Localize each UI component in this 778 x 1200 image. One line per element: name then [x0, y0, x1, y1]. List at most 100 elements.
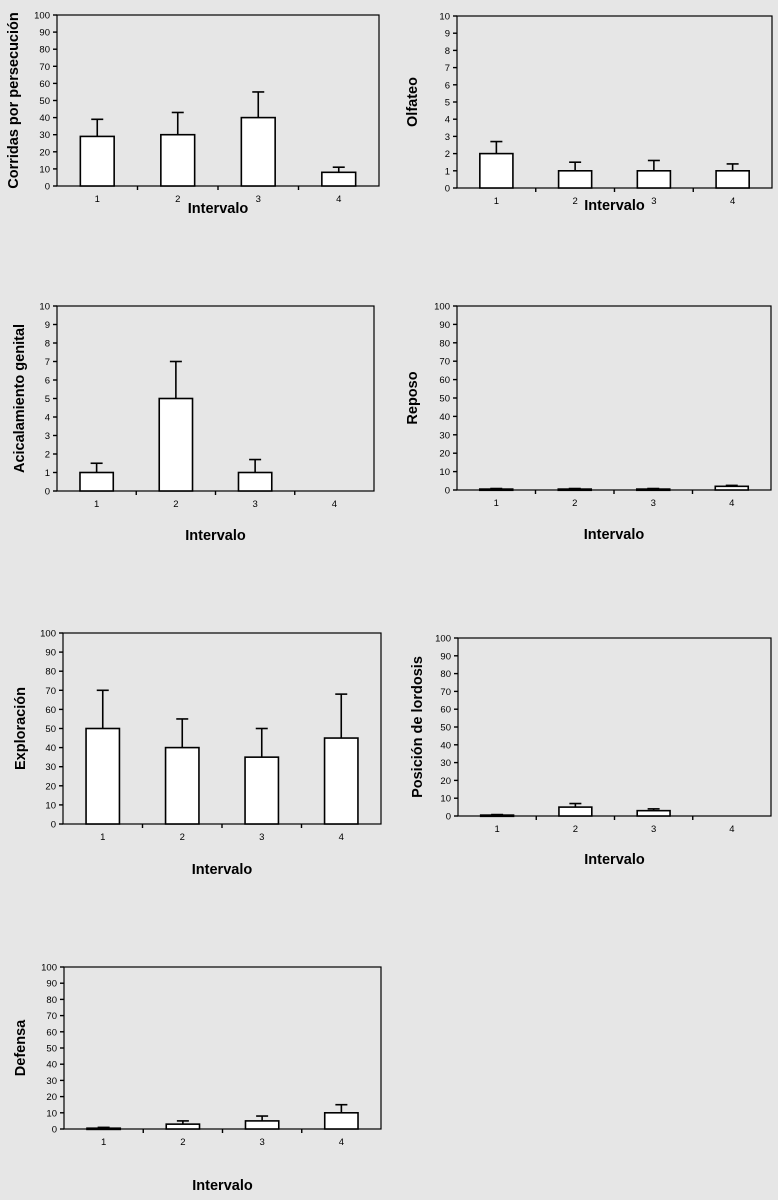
x-tick-label: 1: [100, 832, 105, 843]
bar: [321, 171, 357, 187]
y-tick-label: 70: [45, 686, 56, 697]
y-axis-title: Defensa: [13, 1019, 29, 1076]
bar: [323, 737, 359, 825]
y-tick-label: 30: [45, 762, 56, 773]
y-tick-label: 8: [45, 339, 50, 350]
bar: [86, 1127, 122, 1131]
y-tick-label: 50: [46, 1044, 57, 1055]
y-tick-label: 100: [435, 634, 451, 645]
y-tick-label: 60: [45, 705, 56, 716]
bar: [558, 806, 593, 817]
x-tick-label: 2: [180, 832, 185, 843]
bar: [79, 471, 115, 492]
y-tick-label: 3: [445, 132, 450, 143]
x-tick-label: 2: [573, 824, 578, 835]
x-axis-title: Intervalo: [188, 201, 249, 217]
bar-chart-2: 0 1 2 3 4 5 6 7 8 9 10 1 2 3 4 Intervalo Olfateo: [405, 12, 773, 214]
x-tick-label: 4: [332, 499, 337, 510]
y-tick-label: 80: [46, 995, 57, 1006]
bar-chart-7: 0 10 20 30 40 50 60 70 80 90 100 1 2 3 4 Intervalo Defen…: [13, 963, 382, 1194]
x-tick-label: 3: [651, 498, 656, 509]
y-axis-title: Reposo: [405, 371, 421, 424]
bar: [158, 397, 194, 492]
x-tick-label: 2: [175, 194, 180, 205]
y-tick-label: 80: [45, 667, 56, 678]
y-tick-label: 0: [45, 487, 50, 498]
y-tick-label: 90: [39, 28, 50, 39]
y-tick-label: 60: [39, 79, 50, 90]
y-tick-label: 1: [445, 166, 450, 177]
y-tick-label: 0: [51, 820, 56, 831]
y-tick-label: 4: [445, 115, 450, 126]
x-tick-label: 3: [256, 194, 261, 205]
x-tick-label: 1: [94, 499, 99, 510]
y-tick-label: 0: [45, 182, 50, 193]
x-tick-label: 1: [101, 1137, 106, 1148]
y-tick-label: 100: [41, 963, 57, 974]
y-tick-label: 2: [45, 450, 50, 461]
x-tick-label: 1: [494, 824, 499, 835]
y-tick-label: 30: [39, 130, 50, 141]
bar: [479, 814, 515, 818]
y-tick-label: 6: [445, 80, 450, 91]
bar: [715, 170, 750, 189]
bar-chart-6: 0 10 20 30 40 50 60 70 80 90 100 1 2 3 4 Intervalo Posic…: [410, 634, 772, 868]
y-tick-label: 70: [440, 687, 451, 698]
plot-frame: [456, 305, 772, 491]
y-tick-label: 10: [440, 794, 451, 805]
y-tick-label: 80: [439, 338, 450, 349]
y-tick-label: 20: [39, 147, 50, 158]
bar: [636, 809, 671, 817]
y-tick-label: 3: [45, 431, 50, 442]
plot-frame: [63, 966, 382, 1130]
x-axis-title: Intervalo: [192, 1178, 253, 1194]
x-tick-label: 1: [494, 498, 499, 509]
y-tick-label: 7: [45, 357, 50, 368]
bar: [79, 135, 115, 187]
x-tick-label: 2: [572, 498, 577, 509]
y-tick-label: 0: [445, 486, 450, 497]
y-tick-label: 40: [440, 740, 451, 751]
y-tick-label: 80: [39, 45, 50, 56]
y-tick-label: 7: [445, 63, 450, 74]
y-tick-label: 50: [45, 724, 56, 735]
x-tick-label: 4: [730, 196, 735, 207]
y-tick-label: 9: [445, 29, 450, 40]
bar-chart-3: 0 1 2 3 4 5 6 7 8 9 10 1 2 3 4 Intervalo Acicalamiento g…: [12, 302, 375, 544]
x-tick-label: 3: [651, 196, 656, 207]
bar-chart-1: 0 10 20 30 40 50 60 70 80 90 100 1 2 3 4 Intervalo Corri…: [6, 11, 380, 217]
bar-chart-4: 0 10 20 30 40 50 60 70 80 90 100 1 2 3 4 Intervalo Repos…: [405, 302, 772, 543]
y-tick-label: 90: [45, 648, 56, 659]
y-tick-label: 60: [440, 705, 451, 716]
y-tick-label: 4: [45, 413, 50, 424]
x-tick-label: 4: [729, 824, 734, 835]
y-tick-label: 40: [46, 1060, 57, 1071]
x-tick-label: 4: [729, 498, 734, 509]
bar: [557, 170, 593, 189]
y-axis-title: Olfateo: [405, 77, 421, 127]
x-tick-label: 4: [336, 194, 341, 205]
x-axis-title: Intervalo: [192, 862, 253, 878]
y-tick-label: 30: [46, 1076, 57, 1087]
x-tick-label: 3: [259, 832, 264, 843]
bar: [240, 116, 276, 187]
y-tick-label: 90: [439, 320, 450, 331]
y-tick-label: 6: [45, 376, 50, 387]
y-tick-label: 80: [440, 669, 451, 680]
y-tick-label: 10: [39, 164, 50, 175]
y-tick-label: 70: [39, 62, 50, 73]
x-tick-label: 3: [651, 824, 656, 835]
x-tick-label: 4: [339, 1137, 344, 1148]
x-axis-title: Intervalo: [185, 528, 246, 544]
x-tick-label: 2: [180, 1137, 185, 1148]
y-tick-label: 100: [40, 629, 56, 640]
x-tick-label: 2: [572, 196, 577, 207]
x-tick-label: 4: [339, 832, 344, 843]
y-tick-label: 20: [46, 1092, 57, 1103]
y-tick-label: 50: [440, 723, 451, 734]
y-tick-label: 8: [445, 46, 450, 57]
y-tick-label: 50: [439, 394, 450, 405]
y-tick-label: 20: [440, 776, 451, 787]
